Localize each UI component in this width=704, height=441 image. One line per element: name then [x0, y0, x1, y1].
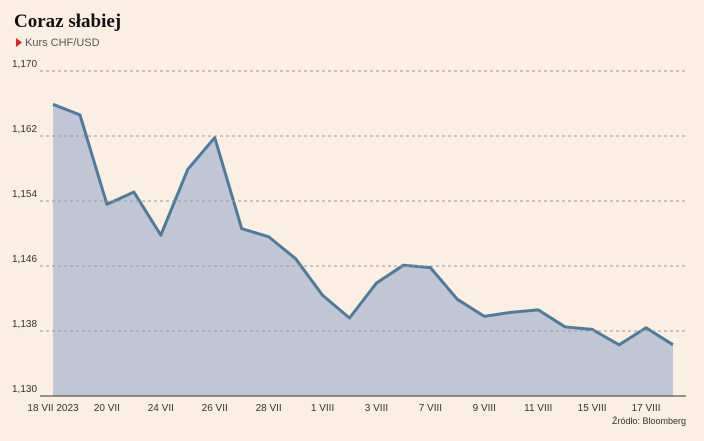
area [53, 104, 673, 396]
x-tick-label: 18 VII 2023 [27, 403, 79, 414]
x-tick-label: 3 VIII [365, 403, 388, 414]
y-tick-label: 1,170 [12, 59, 37, 70]
chart-title: Coraz słabiej [14, 11, 121, 32]
y-tick-label: 1,146 [12, 254, 37, 265]
source: Źródło: Bloomberg [612, 416, 686, 426]
y-tick-label: 1,138 [12, 319, 37, 330]
line [52, 102, 674, 347]
x-tick-label: 20 VII [94, 403, 120, 414]
x-tick-label: 11 VIII [524, 403, 552, 414]
y-tick-label: 1,130 [12, 384, 37, 395]
chart-subtitle: Kurs CHF/USD [25, 37, 100, 49]
y-tick-label: 1,154 [12, 189, 37, 200]
y-tick-label: 1,162 [12, 124, 37, 135]
subtitle-marker [16, 38, 22, 47]
x-tick-label: 7 VIII [419, 403, 442, 414]
x-tick-label: 15 VIII [578, 403, 607, 414]
x-tick-label: 26 VII [202, 403, 228, 414]
x-tick-label: 9 VIII [473, 403, 496, 414]
x-tick-label: 17 VIII [632, 403, 661, 414]
x-tick-label: 24 VII [148, 403, 174, 414]
x-tick-label: 28 VII [256, 403, 282, 414]
x-tick-label: 1 VIII [311, 403, 334, 414]
